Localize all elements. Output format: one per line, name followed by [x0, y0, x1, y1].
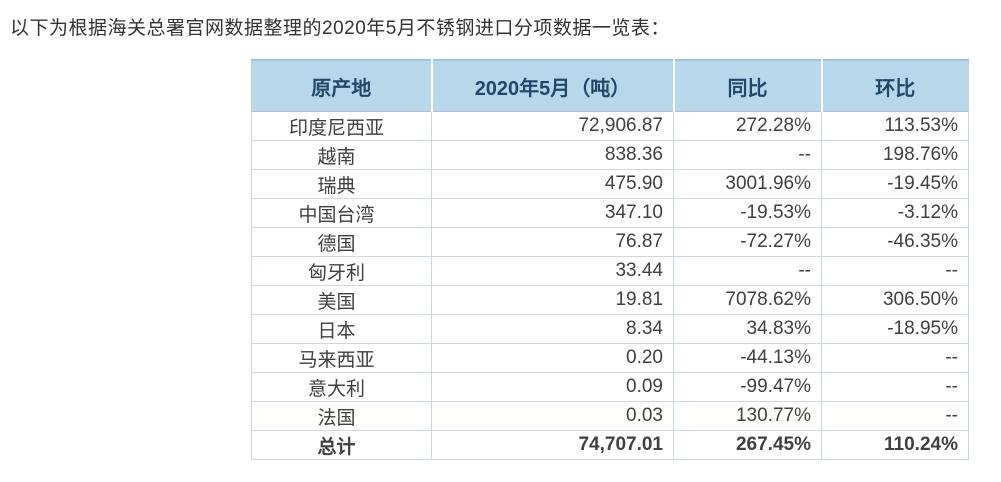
- value-cell: 113.53%: [821, 111, 969, 141]
- column-header-mom: 环比: [821, 60, 969, 112]
- table-row: 意大利 0.09 -99.47% --: [251, 372, 969, 402]
- value-cell: -19.45%: [821, 169, 969, 199]
- value-cell: 3001.96%: [673, 169, 822, 199]
- origin-cell: 美国: [251, 285, 432, 315]
- value-cell: 272.28%: [673, 111, 822, 141]
- table-row: 越南 838.36 -- 198.76%: [251, 140, 969, 170]
- value-cell: --: [821, 372, 969, 402]
- origin-cell: 法国: [251, 401, 432, 431]
- value-cell: -44.13%: [673, 343, 822, 373]
- value-cell: 0.20: [431, 343, 674, 373]
- value-cell: 34.83%: [673, 314, 822, 344]
- value-cell: -46.35%: [821, 227, 969, 257]
- value-cell: 347.10: [431, 198, 674, 228]
- column-header-origin: 原产地: [251, 60, 433, 112]
- value-cell: 8.34: [431, 314, 674, 344]
- caption-text: 以下为根据海关总署官网数据整理的2020年5月不锈钢进口分项数据一览表：: [10, 18, 670, 39]
- total-tonnage-cell: 74,707.01: [431, 430, 674, 460]
- table-container: 原产地 2020年5月（吨） 同比 环比 印度尼西亚 72,906.87 272.2…: [251, 59, 969, 460]
- origin-cell: 中国台湾: [251, 198, 432, 228]
- value-cell: -19.53%: [673, 198, 822, 228]
- import-data-table: 原产地 2020年5月（吨） 同比 环比 印度尼西亚 72,906.87 272.2…: [251, 59, 969, 460]
- table-row: 德国 76.87 -72.27% -46.35%: [251, 227, 969, 257]
- value-cell: 130.77%: [673, 401, 822, 431]
- origin-cell: 德国: [251, 227, 432, 257]
- value-cell: --: [821, 343, 969, 373]
- origin-cell: 匈牙利: [251, 256, 432, 286]
- value-cell: --: [821, 401, 969, 431]
- total-label-cell: 总计: [251, 430, 432, 460]
- total-yoy-cell: 267.45%: [673, 430, 822, 460]
- value-cell: 76.87: [431, 227, 674, 257]
- table-row: 匈牙利 33.44 -- --: [251, 256, 969, 286]
- table-row: 中国台湾 347.10 -19.53% -3.12%: [251, 198, 969, 228]
- value-cell: --: [673, 256, 822, 286]
- value-cell: 0.03: [431, 401, 674, 431]
- value-cell: -99.47%: [673, 372, 822, 402]
- value-cell: 72,906.87: [431, 111, 674, 141]
- value-cell: 0.09: [431, 372, 674, 402]
- value-cell: 33.44: [431, 256, 674, 286]
- table-row: 美国 19.81 7078.62% 306.50%: [251, 285, 969, 315]
- origin-cell: 瑞典: [251, 169, 432, 199]
- table-row: 法国 0.03 130.77% --: [251, 401, 969, 431]
- column-header-yoy: 同比: [673, 60, 823, 112]
- table-body: 印度尼西亚 72,906.87 272.28% 113.53% 越南 838.36 -- 19…: [251, 111, 969, 431]
- origin-cell: 印度尼西亚: [251, 111, 432, 141]
- table-footer: 总计 74,707.01 267.45% 110.24%: [251, 430, 969, 460]
- value-cell: 198.76%: [821, 140, 969, 170]
- table-header: 原产地 2020年5月（吨） 同比 环比: [251, 60, 969, 112]
- table-row: 日本 8.34 34.83% -18.95%: [251, 314, 969, 344]
- value-cell: 19.81: [431, 285, 674, 315]
- table-row: 马来西亚 0.20 -44.13% --: [251, 343, 969, 373]
- value-cell: --: [821, 256, 969, 286]
- value-cell: -3.12%: [821, 198, 969, 228]
- origin-cell: 意大利: [251, 372, 432, 402]
- origin-cell: 日本: [251, 314, 432, 344]
- column-header-tonnage: 2020年5月（吨）: [431, 60, 675, 112]
- origin-cell: 越南: [251, 140, 432, 170]
- total-mom-cell: 110.24%: [821, 430, 969, 460]
- origin-cell: 马来西亚: [251, 343, 432, 373]
- value-cell: 306.50%: [821, 285, 969, 315]
- value-cell: 838.36: [431, 140, 674, 170]
- table-row: 瑞典 475.90 3001.96% -19.45%: [251, 169, 969, 199]
- table-row: 印度尼西亚 72,906.87 272.28% 113.53%: [251, 111, 969, 141]
- value-cell: 7078.62%: [673, 285, 822, 315]
- value-cell: -18.95%: [821, 314, 969, 344]
- value-cell: 475.90: [431, 169, 674, 199]
- total-row: 总计 74,707.01 267.45% 110.24%: [251, 430, 969, 460]
- value-cell: --: [673, 140, 822, 170]
- header-row: 原产地 2020年5月（吨） 同比 环比: [251, 60, 969, 112]
- value-cell: -72.27%: [673, 227, 822, 257]
